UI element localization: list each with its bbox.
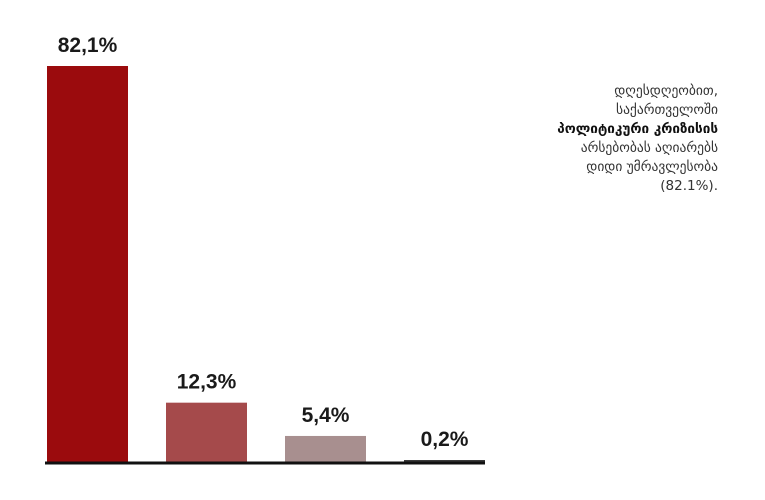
bar — [47, 66, 128, 462]
annotation: დღესდღეობით, საქართველოში პოლიტიკური კრი… — [557, 83, 718, 194]
value-label: 12,3% — [177, 371, 237, 394]
value-label: 82,1% — [58, 34, 118, 57]
annotation-line: დღესდღეობით, — [614, 83, 718, 99]
annotation-line: არსებობას აღიარებს — [581, 139, 718, 156]
bar — [285, 435, 366, 462]
value-label: 5,4% — [302, 404, 350, 427]
bar — [166, 402, 247, 462]
bar — [404, 460, 485, 462]
annotation-line: საქართველოში — [616, 101, 718, 118]
value-label: 0,2% — [421, 428, 469, 451]
annotation-line: (82.1%). — [660, 178, 718, 194]
annotation-line: პოლიტიკური კრიზისის — [557, 121, 718, 137]
annotation-line: დიდი უმრავლესობა — [586, 158, 718, 175]
